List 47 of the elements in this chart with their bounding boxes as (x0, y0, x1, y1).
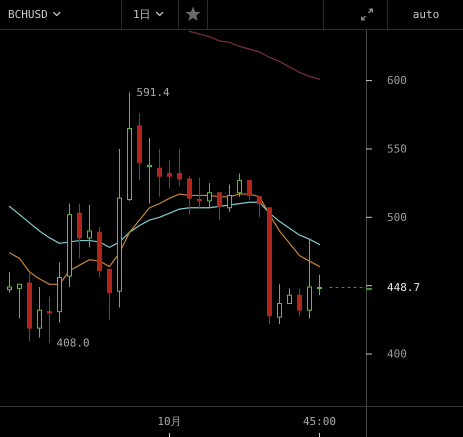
candlestick (37, 286, 42, 338)
candlestick (187, 176, 192, 216)
candlestick (217, 192, 222, 221)
candlestick (157, 148, 162, 198)
candlestick (267, 207, 272, 324)
candlestick (287, 288, 292, 304)
candlestick (57, 262, 62, 324)
candlestick (87, 204, 92, 248)
y-tick-label: 550 (387, 142, 407, 156)
candlestick (297, 288, 302, 316)
candlestick (167, 159, 172, 190)
candlestick (127, 92, 132, 202)
text: auto (412, 8, 440, 21)
line-series (188, 30, 320, 80)
candlestick (197, 177, 202, 208)
candlestick (307, 238, 312, 319)
candlestick (17, 284, 22, 319)
candlestick (237, 173, 242, 198)
candlestick (147, 138, 152, 204)
chart-subtitle: 1日 (133, 8, 151, 21)
y-tick-label: 400 (387, 348, 407, 361)
x-tick-label: 10月 (157, 415, 182, 428)
candlestick (317, 274, 322, 296)
annotation: 591.4 (136, 86, 170, 99)
candlestick (107, 268, 112, 320)
chart-title: BCHUSD (8, 8, 48, 21)
line-series (8, 193, 320, 285)
y-tick-label: 500 (387, 210, 407, 224)
candlestick (257, 196, 262, 218)
candlestick (177, 148, 182, 186)
candlestick (7, 272, 12, 294)
line-series (8, 202, 320, 248)
candlestick (117, 148, 122, 308)
candlestick (227, 184, 232, 212)
candlestick (77, 203, 82, 259)
x-tick-label: 45:00 (302, 415, 336, 428)
candlestick (247, 180, 252, 200)
candlestick (207, 182, 212, 208)
annotation: 408.0 (56, 336, 90, 350)
candlestick (277, 284, 282, 324)
candlestick (97, 226, 102, 278)
candlestick (67, 203, 72, 288)
candlestick (137, 112, 142, 181)
candlestick (47, 296, 52, 344)
candlestick (27, 272, 32, 342)
text: 448.7 (387, 280, 420, 294)
y-tick-label: 600 (387, 74, 407, 88)
